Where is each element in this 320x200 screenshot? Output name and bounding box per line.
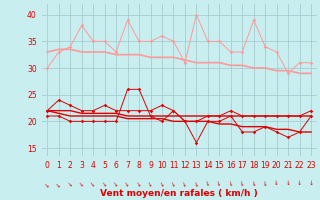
Text: ↓: ↓: [274, 181, 279, 186]
Text: ↓: ↓: [285, 181, 291, 186]
Text: ↓: ↓: [136, 181, 143, 188]
Text: ↓: ↓: [101, 181, 108, 188]
Text: ↓: ↓: [124, 181, 131, 188]
Text: ↓: ↓: [90, 181, 97, 188]
Text: ↓: ↓: [297, 181, 302, 186]
Text: ↓: ↓: [55, 181, 62, 188]
Text: ↓: ↓: [170, 181, 177, 188]
Text: ↓: ↓: [216, 181, 222, 187]
Text: ↓: ↓: [44, 181, 51, 188]
X-axis label: Vent moyen/en rafales ( km/h ): Vent moyen/en rafales ( km/h ): [100, 189, 258, 198]
Text: ↓: ↓: [67, 181, 74, 188]
Text: ↓: ↓: [204, 181, 211, 187]
Text: ↓: ↓: [159, 181, 165, 188]
Text: ↓: ↓: [78, 181, 85, 188]
Text: ↓: ↓: [181, 181, 188, 188]
Text: ↓: ↓: [251, 181, 257, 187]
Text: ↓: ↓: [193, 181, 200, 187]
Text: ↓: ↓: [308, 181, 314, 186]
Text: ↓: ↓: [113, 181, 120, 188]
Text: ↓: ↓: [147, 181, 154, 188]
Text: ↓: ↓: [228, 181, 234, 187]
Text: ↓: ↓: [239, 181, 245, 187]
Text: ↓: ↓: [262, 181, 268, 187]
